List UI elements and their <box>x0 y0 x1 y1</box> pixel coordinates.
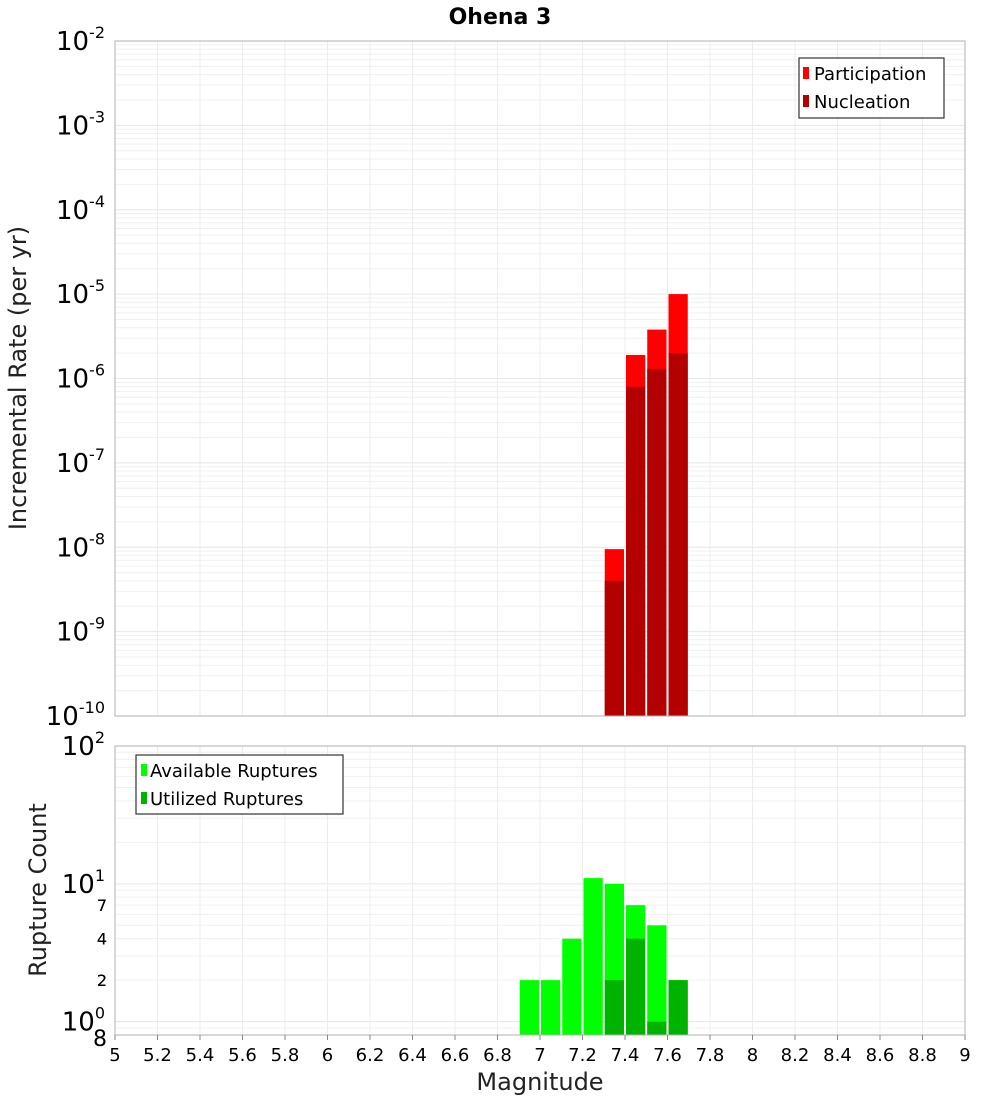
legend-label-available-ruptures: Available Ruptures <box>150 761 318 782</box>
x-tick-label: 8.4 <box>823 1045 852 1066</box>
bottom-y-tick-label: 4 <box>97 930 107 949</box>
x-axis-ticks: 5 5.2 5.4 5.6 5.8 6 6.2 6.4 6.6 6.8 7 7.2 7.4 7.6 7.8 8… <box>109 1035 971 1066</box>
bottom-bar-available-ruptures <box>562 938 582 1035</box>
bottom-y-tick-label: 7 <box>97 896 107 915</box>
legend-swatch-utilized-ruptures <box>141 792 147 804</box>
x-tick-label: 7.4 <box>611 1045 640 1066</box>
x-tick-label: 5 <box>109 1045 120 1066</box>
top-y-tick-label: 10-8 <box>56 529 105 563</box>
x-tick-label: 6.6 <box>441 1045 470 1066</box>
top-y-tick-label: 10-10 <box>46 698 105 732</box>
x-tick-label: 6.8 <box>483 1045 512 1066</box>
bottom-y-tick-label: 2 <box>97 971 107 990</box>
top-plot-area: 10-2 10-3 10-4 10-5 10-6 10-7 10-8 10-9 10-10 Par… <box>46 23 966 732</box>
x-tick-label: 7.6 <box>653 1045 682 1066</box>
top-legend-box <box>798 57 945 119</box>
x-axis-label: Magnitude <box>476 1068 603 1096</box>
x-tick-label: 8.8 <box>908 1045 937 1066</box>
legend-swatch-participation <box>803 67 809 79</box>
bottom-bar-utilized-ruptures <box>626 938 646 1035</box>
legend-label-utilized-ruptures: Utilized Ruptures <box>150 789 303 810</box>
x-tick-label: 7.8 <box>696 1045 725 1066</box>
bottom-bar-utilized-ruptures <box>647 1021 667 1035</box>
x-tick-label: 5.6 <box>228 1045 257 1066</box>
chart-title: Ohena 3 <box>449 5 552 30</box>
bottom-y-tick-label: 7 <box>97 896 107 915</box>
bottom-y-tick-label: 8 <box>93 1027 107 1052</box>
bottom-bar-available-ruptures <box>647 925 667 1035</box>
bottom-y-tick-label: 2 <box>97 971 107 990</box>
top-y-tick-label: 10-3 <box>56 107 105 141</box>
x-tick-label: 5.2 <box>143 1045 172 1066</box>
x-tick-label: 8.6 <box>866 1045 895 1066</box>
bottom-y-axis-label: Rupture Count <box>24 803 52 977</box>
legend-swatch-nucleation <box>803 95 809 107</box>
top-y-tick-label: 10-4 <box>56 192 105 226</box>
top-bar-nucleation <box>647 368 667 716</box>
x-tick-label: 5.8 <box>271 1045 300 1066</box>
top-bar-nucleation <box>626 386 646 716</box>
x-tick-label: 6.2 <box>356 1045 385 1066</box>
bottom-y-tick-label: 4 <box>97 930 107 949</box>
x-tick-label: 7 <box>534 1045 545 1066</box>
top-plot-frame <box>114 40 966 717</box>
top-y-tick-label: 10-2 <box>56 23 105 57</box>
top-y-axis-label: Incremental Rate (per yr) <box>4 226 32 530</box>
bottom-y-tick-label: 102 <box>62 728 105 762</box>
bottom-bar-available-ruptures <box>519 980 539 1035</box>
bottom-bar-available-ruptures <box>541 980 561 1035</box>
legend-label-nucleation: Nucleation <box>814 92 910 113</box>
bottom-legend-box <box>135 754 344 815</box>
top-y-tick-label: 10-5 <box>56 276 105 310</box>
legend-label-participation: Participation <box>814 64 926 85</box>
bottom-y-tick-label: 101 <box>62 866 105 900</box>
x-tick-label: 8.2 <box>781 1045 810 1066</box>
x-tick-label: 6.4 <box>398 1045 427 1066</box>
x-tick-label: 6 <box>322 1045 333 1066</box>
bottom-legend: Available Ruptures Utilized Ruptures <box>135 754 344 815</box>
bottom-bar-utilized-ruptures <box>604 980 624 1035</box>
x-tick-label: 7.2 <box>568 1045 597 1066</box>
x-tick-label: 5.4 <box>186 1045 215 1066</box>
x-tick-label: 9 <box>959 1045 970 1066</box>
bottom-y-tick-label: 100 <box>62 1004 105 1038</box>
top-bar-nucleation <box>668 353 688 716</box>
top-bar-nucleation <box>604 580 624 716</box>
top-y-tick-label: 10-6 <box>56 361 105 395</box>
top-y-tick-label: 10-9 <box>56 614 105 648</box>
top-y-tick-label: 10-7 <box>56 445 105 479</box>
bottom-bar-available-ruptures <box>583 878 603 1035</box>
top-legend: Participation Nucleation <box>798 57 945 119</box>
legend-swatch-available-ruptures <box>141 764 147 776</box>
x-tick-label: 8 <box>747 1045 758 1066</box>
bottom-bar-utilized-ruptures <box>668 980 688 1035</box>
